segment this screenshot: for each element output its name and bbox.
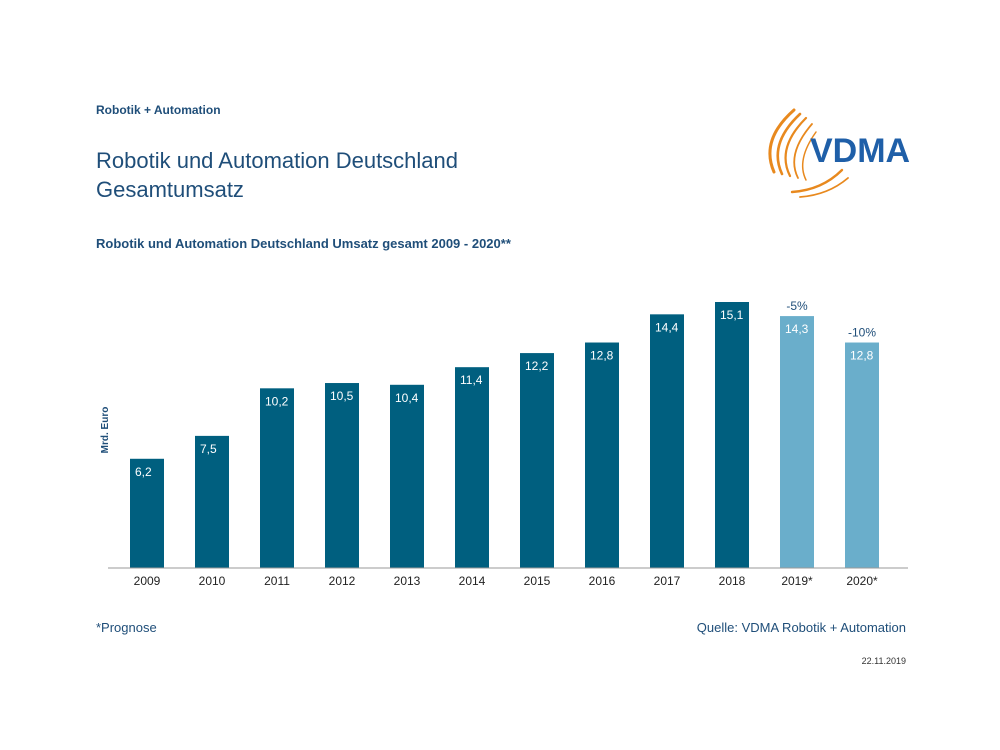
value-label-2019: 14,3 <box>785 322 809 336</box>
bar-2010 <box>195 435 229 568</box>
tick-label-2020: 2020* <box>846 574 878 588</box>
bar-chart: Mrd. Euro 6,2 7,5 10,2 10,5 10,4 11,4 12,2 12,8… <box>100 299 908 588</box>
tick-label-2017: 2017 <box>654 574 681 588</box>
bar-2017 <box>650 314 684 568</box>
tick-label-2018: 2018 <box>719 574 746 588</box>
value-label-2015: 12,2 <box>525 359 549 373</box>
tick-label-2014: 2014 <box>459 574 486 588</box>
tick-label-2009: 2009 <box>134 574 161 588</box>
tick-label-2012: 2012 <box>329 574 356 588</box>
value-label-2018: 15,1 <box>720 308 744 322</box>
bar-2011 <box>260 388 294 568</box>
footnote: *Prognose <box>96 620 157 635</box>
vdma-logo: VDMA <box>768 108 910 198</box>
bar-2009 <box>130 458 164 568</box>
bar-2018 <box>715 302 749 568</box>
value-label-2014: 11,4 <box>460 373 483 387</box>
slide-title-line-2: Gesamtumsatz <box>96 177 244 202</box>
bar-2013 <box>390 384 424 568</box>
value-label-2017: 14,4 <box>655 320 679 334</box>
annotation-2019: -5% <box>786 299 808 313</box>
bar-2016 <box>585 342 619 568</box>
bar-2012 <box>325 383 359 568</box>
section-label: Robotik + Automation <box>96 103 221 117</box>
tick-label-2013: 2013 <box>394 574 421 588</box>
slide-title: Robotik und Automation Deutschland Gesam… <box>96 146 458 204</box>
tick-label-2015: 2015 <box>524 574 551 588</box>
value-label-2016: 12,8 <box>590 349 614 363</box>
bar-2015 <box>520 353 554 568</box>
bar-2014 <box>455 367 489 568</box>
logo-text: VDMA <box>810 132 910 170</box>
value-label-2013: 10,4 <box>395 391 419 405</box>
source-note: Quelle: VDMA Robotik + Automation <box>696 620 906 635</box>
bar-2020 <box>845 342 879 568</box>
value-label-2011: 10,2 <box>265 394 289 408</box>
tick-label-2010: 2010 <box>199 574 226 588</box>
y-axis-label: Mrd. Euro <box>100 407 111 454</box>
bar-2019 <box>780 316 814 568</box>
value-label-2012: 10,5 <box>330 389 354 403</box>
tick-label-2011: 2011 <box>264 574 290 588</box>
tick-label-2016: 2016 <box>589 574 616 588</box>
chart-title: Robotik und Automation Deutschland Umsat… <box>96 236 511 251</box>
value-label-2009: 6,2 <box>135 465 152 479</box>
date-stamp: 22.11.2019 <box>861 656 906 666</box>
value-label-2020: 12,8 <box>850 349 874 363</box>
slide-title-line-1: Robotik und Automation Deutschland <box>96 148 459 173</box>
value-label-2010: 7,5 <box>200 442 217 456</box>
tick-label-2019: 2019* <box>781 574 813 588</box>
annotation-2020: -10% <box>848 326 876 340</box>
